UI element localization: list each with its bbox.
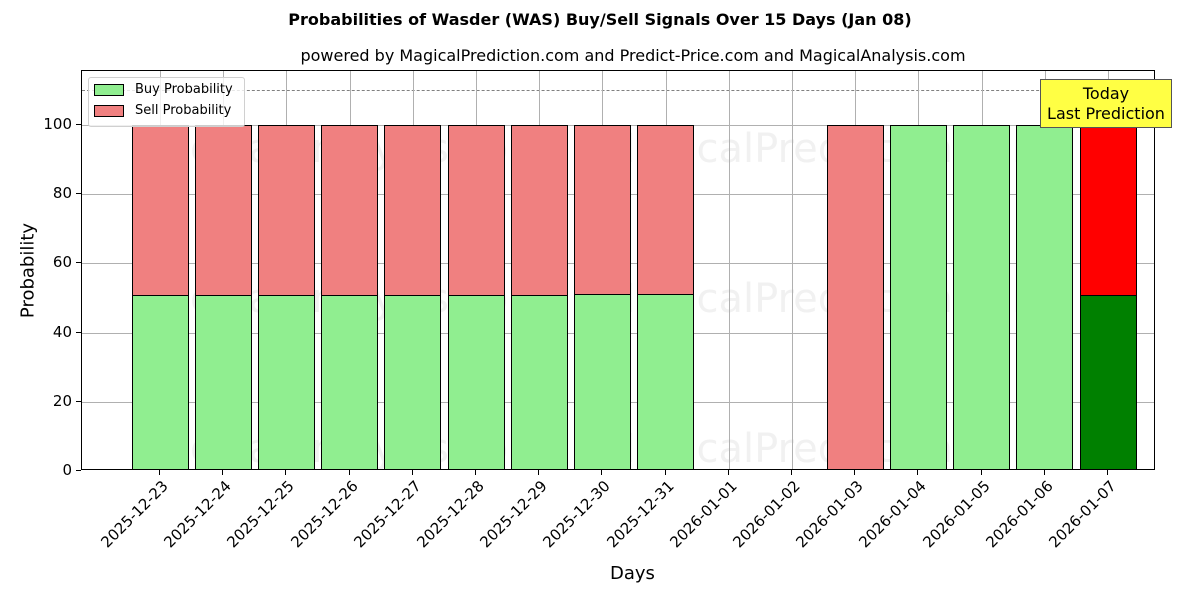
sell-bar [131,125,189,296]
annotation-line-1: Today [1082,84,1130,103]
x-tick-mark [980,470,982,475]
sell-bar [194,125,252,296]
x-tick-mark [601,470,603,475]
buy-bar [321,294,379,469]
sell-bar [826,125,884,469]
x-tick-mark [791,470,792,475]
x-tick-mark [727,470,729,475]
x-tick-mark [348,470,350,475]
x-tick-mark [159,470,160,475]
y-axis-title: Probability [17,222,39,319]
legend-buy-label: Buy Probability [135,82,233,97]
legend-item-sell: Sell Probability [94,103,231,118]
y-tick-mark [76,124,81,125]
sell-bar [321,125,379,296]
sell-bar [1079,125,1137,296]
x-tick-mark [917,470,919,475]
buy-bar [573,293,631,469]
buy-bar [131,294,189,469]
sell-bar [257,125,315,296]
grid-line-vertical [728,71,730,469]
y-tick-label: 80 [52,184,72,203]
y-tick-label: 100 [43,115,72,133]
chart-title: Probabilities of Wasder (WAS) Buy/Sell S… [288,10,912,29]
x-tick-mark [538,470,540,475]
sell-bar [510,125,568,296]
sell-bar [447,125,505,296]
buy-bar [257,294,315,469]
x-axis-title: Days [610,563,655,584]
x-tick-mark [222,470,224,475]
x-tick-mark [475,470,476,475]
sell-bar [637,125,695,295]
legend-item-buy: Buy Probability [94,82,233,97]
buy-bar [637,293,695,469]
y-tick-mark [76,470,81,471]
buy-bar [384,294,442,469]
y-tick-mark [76,331,81,333]
y-tick-label: 40 [52,322,72,341]
x-tick-mark [854,470,856,475]
x-tick-mark [1043,470,1045,475]
y-tick-mark [76,193,81,195]
y-tick-mark [76,400,81,402]
y-tick-label: 60 [52,253,72,272]
x-tick-mark [411,470,413,475]
x-tick-mark [1107,470,1108,475]
legend-sell-label: Sell Probability [135,103,232,118]
buy-bar [1079,294,1137,469]
buy-bar [1016,125,1074,469]
sell-bar [573,125,631,295]
y-tick-label: 20 [52,391,72,410]
y-tick-mark [76,262,81,264]
grid-line-vertical [792,71,793,469]
reference-line-dashed [82,90,1154,92]
sell-swatch-icon [94,104,124,117]
buy-bar [194,294,252,469]
annotation-line-2: Last Prediction [1047,104,1165,123]
legend: Buy Probability Sell Probability [88,77,245,127]
y-tick-label: 0 [62,461,72,479]
buy-swatch-icon [94,83,124,96]
x-tick-mark [285,470,287,475]
buy-bar [953,125,1011,469]
buy-bar [510,294,568,469]
chart-subtitle: powered by MagicalPrediction.com and Pre… [300,46,966,65]
plot-area: MagicalAnalysis.comMagicalPrediction.com… [81,70,1155,470]
sell-bar [384,125,442,296]
x-tick-mark [664,470,666,475]
buy-bar [889,125,947,469]
today-annotation: Today Last Prediction [1040,79,1172,128]
buy-bar [447,294,505,469]
